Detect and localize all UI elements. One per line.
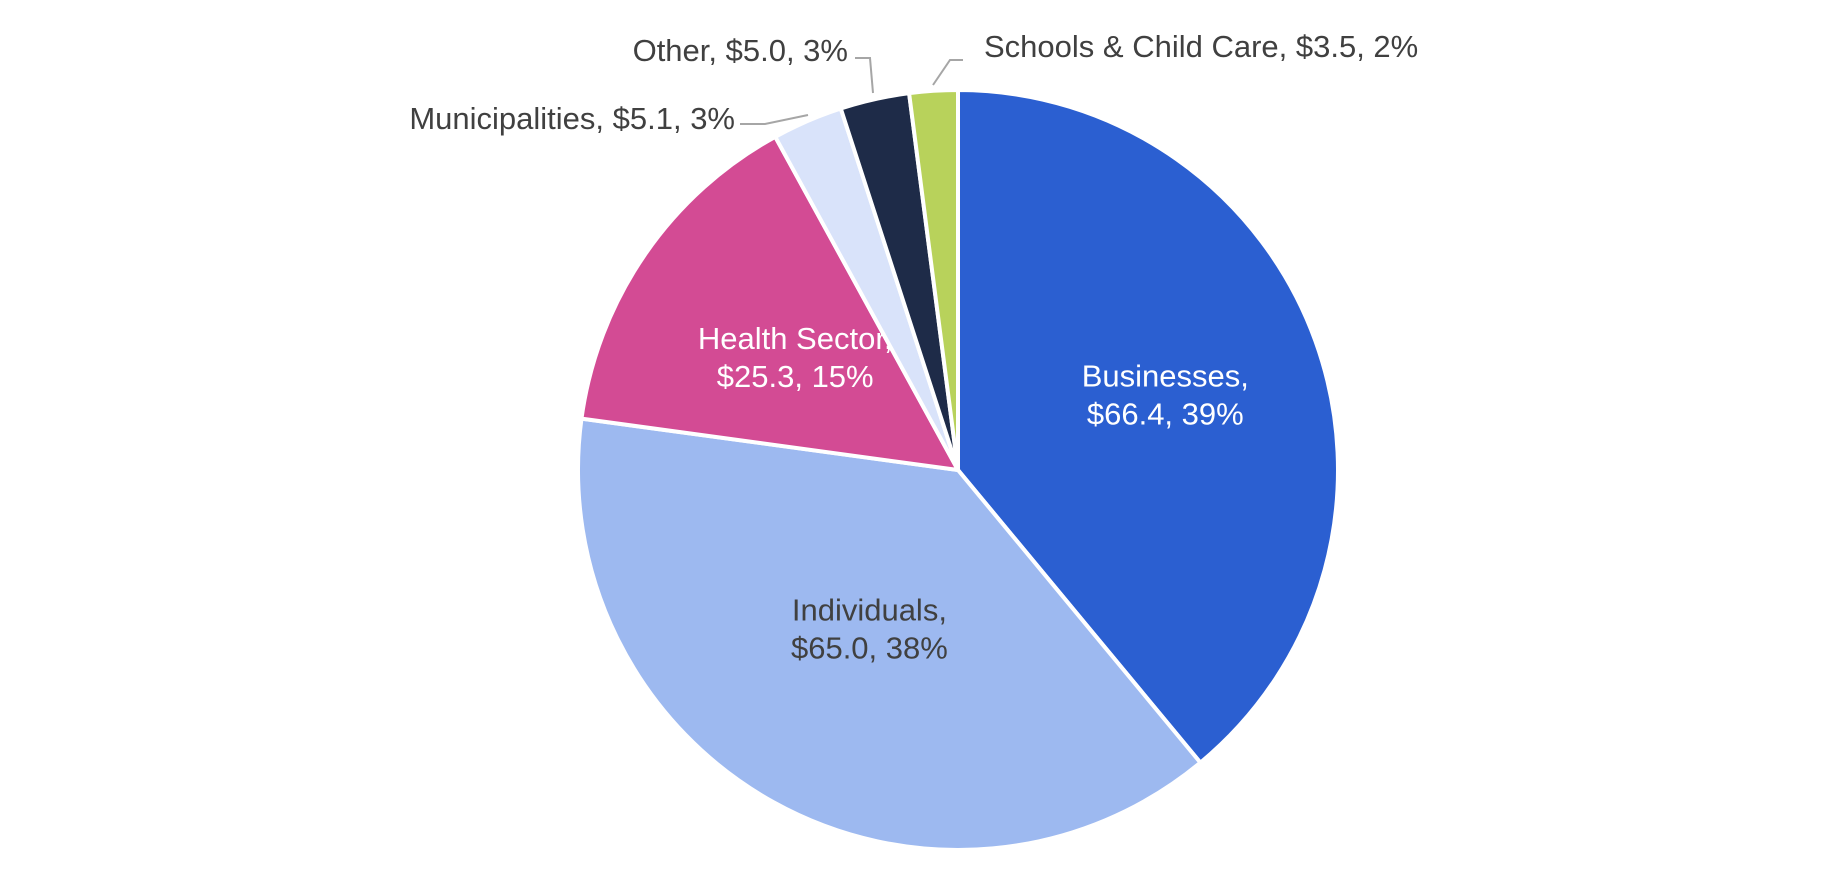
slice-label-value: $65.0, 38% [791,630,948,665]
leader-line-municipalities [740,114,809,125]
slice-label-health-sector: Health Sector, $25.3, 15% [698,321,893,394]
pie-slice-businesses [956,88,1340,765]
slice-label-name: Health Sector, [698,321,893,356]
slice-label-other: Other, $5.0, 3% [633,33,848,68]
pie-slices [576,87,1340,852]
leader-lines [740,57,963,125]
slice-label-businesses: Businesses, $66.4, 39% [1082,358,1249,431]
slice-label-name: Businesses, [1082,358,1249,393]
slice-label-individuals: Individuals, $65.0, 38% [791,592,948,665]
slice-label-schools-and-child-care: Schools & Child Care, $3.5, 2% [984,29,1418,64]
slice-label-value: $66.4, 39% [1087,396,1244,431]
slice-label-municipalities: Municipalities, $5.1, 3% [409,101,735,136]
leader-line-other [855,57,874,94]
pie-slice-schools-and-child-care [907,87,960,472]
pie-slice-health-sector [579,134,960,472]
pie-slice-individuals [576,416,1203,852]
slice-label-name: Individuals, [792,592,947,627]
slice-label-value: $25.3, 15% [717,359,874,394]
slice-labels: Businesses, $66.4, 39% Individuals, $65.0, … [409,29,1418,665]
leader-line-schools-and-child-care [932,59,963,86]
